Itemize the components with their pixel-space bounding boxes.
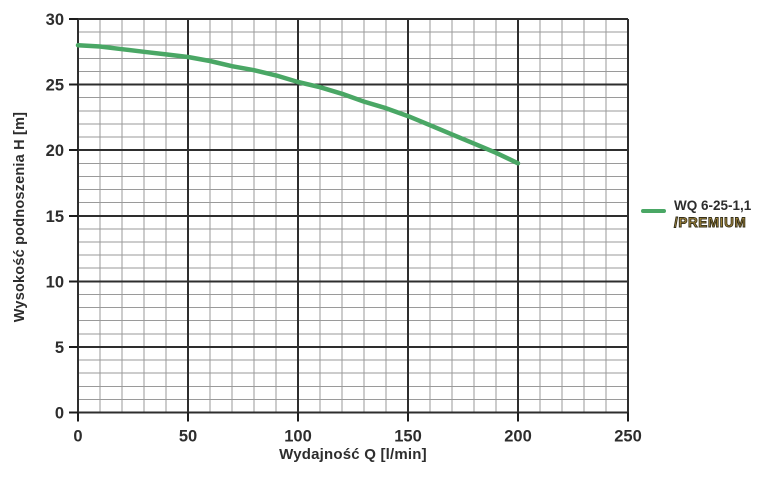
legend-brand-label: /PREMIUM [674,215,747,231]
axis-ticks [69,18,629,422]
major-gridlines [77,18,629,414]
x-axis-title: Wydajność Q [l/min] [279,446,427,463]
x-tick-label: 250 [614,428,642,446]
legend-text: WQ 6-25-1,1 /PREMIUM [674,197,752,231]
x-tick-label: 200 [504,428,532,446]
legend-model-label: WQ 6-25-1,1 [674,198,752,213]
x-tick-label: 100 [284,428,312,446]
x-tick-labels: 0 50 100 150 200 250 [73,428,641,446]
legend: WQ 6-25-1,1 /PREMIUM [641,197,751,231]
y-tick-label: 10 [46,273,64,291]
y-axis-title: Wysokość podnoszenia H [m] [12,111,28,323]
legend-line-swatch [641,209,666,213]
y-tick-label: 20 [46,142,64,160]
y-tick-label: 0 [55,405,64,423]
y-tick-labels: 0 5 10 15 20 25 30 [46,11,64,423]
pump-curve-series [75,42,521,166]
y-tick-label: 5 [55,339,64,357]
x-tick-label: 150 [394,428,422,446]
x-tick-label: 0 [73,428,82,446]
x-tick-label: 50 [179,428,197,446]
y-tick-label: 30 [46,11,64,29]
y-tick-label: 15 [46,208,64,226]
y-tick-label: 25 [46,77,64,95]
